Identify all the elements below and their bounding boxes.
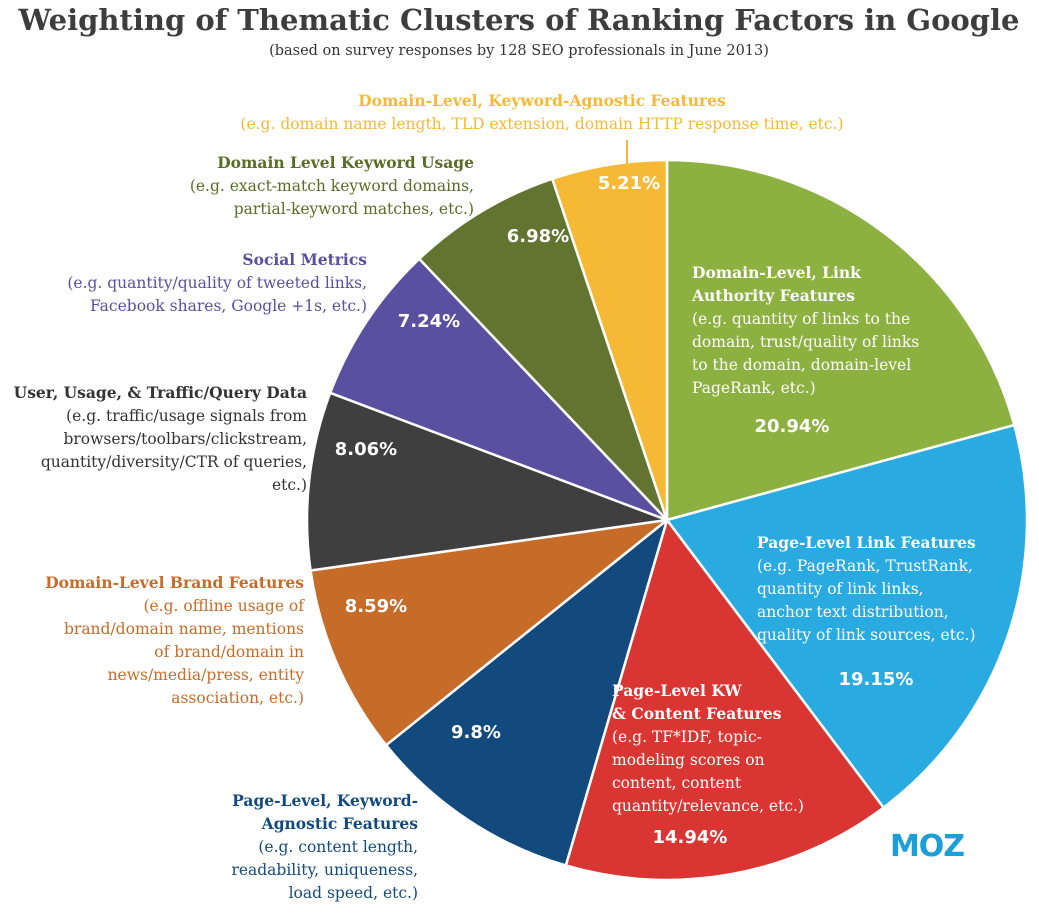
pie-slice-6 (305, 391, 669, 572)
slice-description-line: (e.g. content length, (258, 838, 418, 856)
pie-slice-2 (665, 423, 1029, 809)
pie-slice-1 (665, 158, 1016, 522)
slice-description-line: PageRank, etc.) (692, 379, 816, 397)
slice-description-line: (e.g. quantity of links to the (692, 310, 910, 328)
slice-description-line: load speed, etc.) (289, 884, 418, 902)
slice-category-label-1: Domain-Level, Link Authority Features (e.g… (691, 263, 919, 397)
slice-description-line: (e.g. TF*IDF, topic- (612, 728, 762, 746)
slice-description-line: content, content (612, 774, 742, 792)
pie-slice-5 (309, 518, 669, 747)
slice-category-label-2: Page-Level Link Features (e.g. PageRank, … (757, 533, 976, 644)
slice-description-line: (e.g. quantity/quality of tweeted links, (67, 274, 367, 292)
pie-slices (305, 158, 1029, 882)
slice-description-line: quantity/diversity/CTR of queries, (41, 453, 307, 471)
slice-description-line: (e.g. PageRank, TrustRank, (757, 557, 973, 575)
slice-description-line: quantity/relevance, etc.) (612, 797, 804, 815)
slice-description-line: partial-keyword matches, etc.) (234, 200, 474, 218)
slice-description-line: Facebook shares, Google +1s, etc.) (90, 297, 367, 315)
slice-category-label-5: Domain-Level Brand Features (e.g. offline… (45, 573, 305, 707)
moz-logo: MOZ (890, 829, 964, 864)
slice-description-line: readability, uniqueness, (231, 861, 418, 879)
chart-title: Weighting of Thematic Clusters of Rankin… (17, 3, 1019, 37)
pie-slice-7 (328, 257, 669, 522)
slice-description-line: domain, trust/quality of links (692, 333, 919, 351)
slice-description-line: association, etc.) (171, 689, 304, 707)
slice-value-label-1: 20.94% (755, 416, 830, 437)
slice-value-label-2: 19.15% (839, 669, 914, 690)
pie-slice-3 (564, 518, 885, 882)
slice-value-label-8: 6.98% (507, 226, 569, 247)
slice-heading-line: User, Usage, & Traffic/Query Data (14, 383, 307, 402)
pie-slice-9 (551, 158, 669, 522)
slice-description-line: quality of link sources, etc.) (757, 626, 976, 644)
slice-heading-line: Domain-Level, Keyword-Agnostic Features (358, 91, 726, 110)
slice-description-line: to the domain, domain-level (692, 356, 911, 374)
slice-heading-line: Agnostic Features (261, 814, 419, 833)
slice-heading-line: Domain Level Keyword Usage (217, 153, 474, 172)
slice-heading-line: Social Metrics (242, 250, 367, 269)
slice-category-label-4: Page-Level, Keyword- Agnostic Features (e.… (231, 791, 418, 902)
slice-description-line: news/media/press, entity (108, 666, 305, 684)
slice-value-label-7: 7.24% (398, 311, 460, 332)
slice-description-line: of brand/domain in (154, 643, 304, 661)
slice-description-line: browsers/toolbars/clickstream, (63, 430, 307, 448)
slice-description-line: (e.g. offline usage of (143, 597, 305, 615)
slice-description-line: etc.) (272, 476, 307, 494)
slice-category-label-3: Page-Level KW & Content Features (e.g. TF*… (612, 681, 804, 815)
slice-value-label-3: 14.94% (653, 827, 728, 848)
slice-description-line: (e.g. domain name length, TLD extension,… (240, 115, 843, 133)
slice-description-line: modeling scores on (612, 751, 765, 769)
slice-value-label-9: 5.21% (598, 173, 660, 194)
slice-heading-line: & Content Features (612, 704, 782, 723)
slice-description-line: brand/domain name, mentions (64, 620, 304, 638)
slice-category-label-6: User, Usage, & Traffic/Query Data (e.g. t… (14, 383, 308, 494)
slice-description-line: (e.g. exact-match keyword domains, (190, 177, 474, 195)
slice-description-line: (e.g. traffic/usage signals from (66, 407, 307, 425)
slice-description-line: anchor text distribution, (757, 603, 949, 621)
slice-heading-line: Page-Level KW (612, 681, 742, 700)
slice-category-label-8: Domain Level Keyword Usage (e.g. exact-ma… (190, 153, 474, 218)
slice-category-label-9: Domain-Level, Keyword-Agnostic Features (… (240, 91, 843, 133)
percent-labels: 20.94% 19.15% 14.94% 9.8% 8.59% 8.06% 7.24% 6.9… (335, 173, 914, 848)
slice-value-label-4: 9.8% (451, 722, 501, 743)
slice-heading-line: Authority Features (691, 286, 855, 305)
slice-description-line: quantity of link links, (757, 580, 924, 598)
slice-heading-line: Domain-Level, Link (692, 263, 861, 282)
slice-category-label-7: Social Metrics (e.g. quantity/quality of … (67, 250, 367, 315)
pie-slice-4 (384, 518, 669, 867)
pie-slice-8 (418, 177, 669, 522)
slice-value-label-6: 8.06% (335, 439, 397, 460)
slice-labels: Domain-Level, Link Authority Features (e.g… (14, 91, 976, 902)
slice-value-label-5: 8.59% (345, 596, 407, 617)
chart-subtitle: (based on survey responses by 128 SEO pr… (269, 43, 769, 59)
slice-heading-line: Page-Level Link Features (757, 533, 976, 552)
slice-heading-line: Domain-Level Brand Features (45, 573, 304, 592)
slice-heading-line: Page-Level, Keyword- (232, 791, 418, 810)
